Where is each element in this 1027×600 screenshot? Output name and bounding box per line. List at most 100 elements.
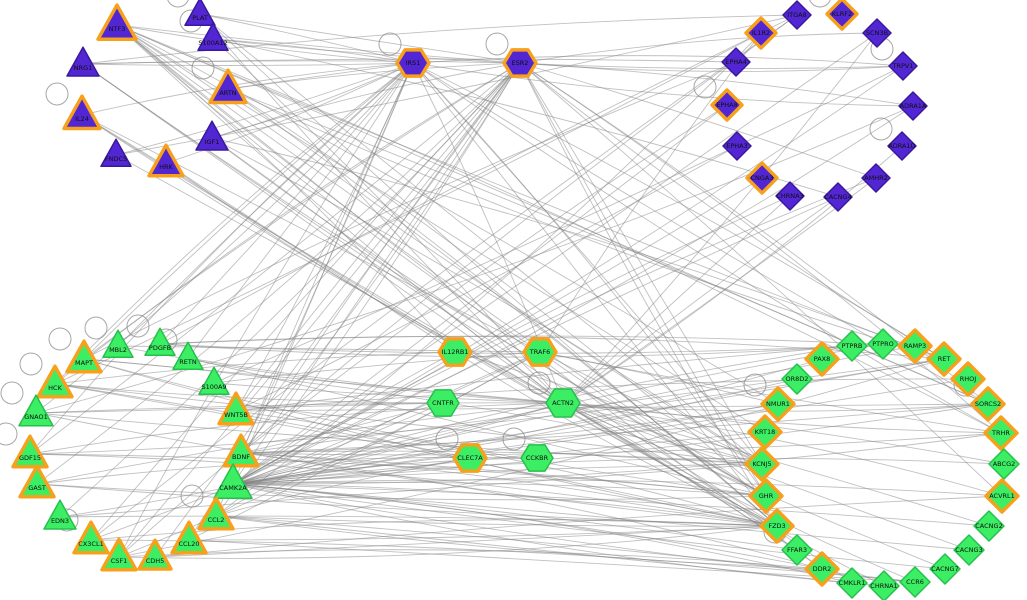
edge-irs1-kcnj5[interactable] (412, 62, 763, 465)
node-ret[interactable]: RET (926, 341, 962, 377)
edge-traf6-ghr[interactable] (539, 351, 767, 497)
edge-camk2a-cacng7[interactable] (232, 483, 946, 570)
edge-ntf3-il12rb1[interactable] (116, 24, 456, 353)
edge-bdnf-epha8[interactable] (240, 104, 728, 454)
node-klrf2[interactable]: KLRF2 (825, 0, 859, 31)
edge-esr2-amhr2[interactable] (519, 62, 877, 179)
self-loop-plat[interactable] (167, 0, 189, 8)
edge-mapt-epha4[interactable] (83, 61, 737, 360)
edge-bdnf-nmur1[interactable] (240, 403, 779, 454)
edge-actn2-retn[interactable] (187, 357, 564, 404)
node-adra1d[interactable]: ADRA1D (887, 131, 917, 161)
node-nmur1[interactable]: NMUR1 (760, 386, 796, 422)
edge-gnao1-fzd3[interactable] (35, 412, 778, 527)
edge-gdf15-ghr[interactable] (29, 453, 767, 497)
edge-traf6-ccl2[interactable] (215, 351, 541, 517)
edge-actn2-chrna1[interactable] (562, 402, 885, 587)
node-cacng2[interactable]: CACNG2 (973, 510, 1005, 542)
edge-irs1-csf1[interactable] (118, 62, 414, 558)
node-abcg2[interactable]: ABCG2 (988, 448, 1020, 480)
edge-wnt5b-ptprb[interactable] (235, 345, 853, 412)
node-scn3b[interactable]: SCN3B (862, 18, 892, 48)
edge-pdgfb-ptpro[interactable] (159, 343, 884, 358)
node-ccr6[interactable]: CCR6 (899, 566, 931, 598)
edge-gnao1-kcnj5[interactable] (35, 412, 763, 465)
edge-actn2-acvrl1[interactable] (562, 402, 1003, 497)
node-il12rb1[interactable]: IL12RB1 (437, 337, 473, 367)
edge-ccl2-il1r2[interactable] (215, 32, 762, 517)
node-s100a9[interactable]: S100A9 (198, 366, 230, 395)
edge-irs1-mapt[interactable] (83, 62, 414, 360)
edge-nrg1-ghr[interactable] (82, 63, 767, 497)
node-itga8[interactable]: ITGA8 (782, 0, 812, 30)
edge-hrk-actn2[interactable] (165, 162, 564, 404)
edge-mapt-fzd3[interactable] (83, 358, 778, 527)
edge-irs1-fndc5[interactable] (115, 62, 414, 156)
edge-esr2-ghr[interactable] (519, 62, 767, 497)
edge-pdgfb-ptprb[interactable] (159, 343, 853, 354)
edge-traf6-il1r2[interactable] (539, 32, 762, 353)
edge-camk2a-cacng3[interactable] (232, 483, 970, 551)
self-loop-il24[interactable] (45, 82, 69, 106)
node-cnga3[interactable]: CNGA3 (745, 161, 779, 195)
self-loop-mbl2[interactable] (84, 316, 108, 340)
edge-irs1-nrg1[interactable] (82, 62, 414, 66)
edge-actn2-trhr[interactable] (562, 402, 1002, 434)
edge-nrg1-itga8[interactable] (82, 14, 798, 65)
edge-irs1-plat[interactable] (199, 13, 414, 64)
edge-camk2a-epha8[interactable] (232, 104, 728, 485)
node-ptprb[interactable]: PTPRB (836, 330, 868, 362)
self-loop-clec7a[interactable] (435, 427, 459, 451)
edge-wnt5b-rhoj[interactable] (235, 378, 969, 412)
edge-bdnf-ret[interactable] (240, 358, 945, 454)
node-epha8[interactable]: EPHA8 (710, 88, 744, 122)
edge-actn2-kcnj5[interactable] (562, 402, 763, 465)
self-loop-gdf15[interactable] (0, 422, 18, 446)
edge-artn-ghr[interactable] (227, 88, 767, 497)
edge-bdnf-ddr2[interactable] (240, 452, 823, 570)
node-actn2[interactable]: ACTN2 (545, 388, 581, 418)
edge-traf6-s100a9[interactable] (213, 351, 541, 384)
node-esr2[interactable]: ESR2 (502, 48, 538, 78)
edge-ntf3-kcnj5[interactable] (116, 24, 763, 465)
edge-wnt5b-sorcs2[interactable] (235, 403, 989, 412)
edge-cdh5-fzd3[interactable] (154, 525, 778, 558)
self-loop-artn[interactable] (191, 56, 215, 80)
self-loop-actn2[interactable] (527, 371, 551, 395)
node-traf6[interactable]: TRAF6 (522, 337, 558, 367)
self-loop-mapt[interactable] (48, 327, 72, 351)
node-adra1a[interactable]: ADRA1A (898, 91, 928, 121)
edge-ntf3-krt18[interactable] (116, 24, 766, 433)
node-clec7a[interactable]: CLEC7A (452, 443, 488, 473)
node-ccl2[interactable]: CCL2 (197, 496, 235, 531)
edge-pdgfb-ramp3[interactable] (159, 335, 916, 347)
edge-s100a12-trpv1[interactable] (212, 38, 904, 70)
edge-bdnf-kcnj5[interactable] (240, 450, 763, 465)
edge-artn-ret[interactable] (227, 88, 945, 360)
node-cckbr[interactable]: CCKBR (520, 444, 554, 472)
edge-actn2-chrna3[interactable] (562, 195, 791, 404)
edge-camk2a-abcg2[interactable] (232, 457, 1005, 485)
edge-hck-kcnj5[interactable] (54, 383, 763, 465)
node-cntfr[interactable]: CNTFR (426, 389, 460, 417)
edge-actn2-cacng4[interactable] (562, 196, 839, 404)
edge-esr2-ntf3[interactable] (116, 24, 521, 64)
edge-irs1-sorcs2[interactable] (412, 62, 989, 405)
self-loop-irs1[interactable] (378, 32, 402, 56)
edge-camk2a-sorcs2[interactable] (232, 403, 989, 485)
edge-cntfr-hck[interactable] (54, 383, 444, 404)
edge-irs1-trhr[interactable] (412, 62, 1002, 434)
node-mapt[interactable]: MAPT (65, 339, 103, 374)
edge-irs1-retn[interactable] (187, 62, 414, 359)
edge-mapt-ghr[interactable] (83, 358, 767, 497)
node-cacng3[interactable]: CACNG3 (953, 534, 985, 566)
edge-actn2-ghr[interactable] (562, 402, 767, 497)
edge-esr2-gdf15[interactable] (29, 62, 521, 455)
edge-camk2a-amhr2[interactable] (232, 177, 877, 485)
edge-csf1-fzd3[interactable] (118, 525, 778, 559)
edge-actn2-edn3[interactable] (59, 402, 564, 518)
edge-il12rb1-kcnj5[interactable] (454, 351, 763, 465)
edge-cdh5-acvrl1[interactable] (154, 495, 1003, 558)
edge-ntf3-actn2[interactable] (116, 24, 564, 404)
edge-csf1-ddr2[interactable] (118, 549, 823, 570)
